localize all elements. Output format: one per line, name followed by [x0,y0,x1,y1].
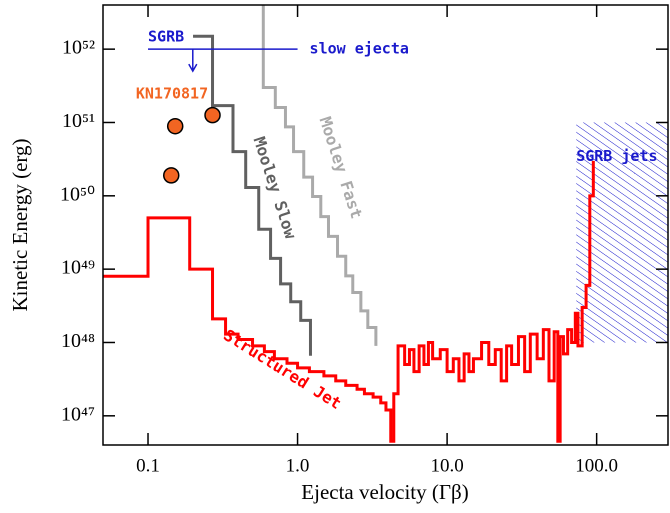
y-tick-label: 10⁴⁷ [61,403,95,425]
series-label: SGRB [148,28,184,46]
data-point [204,106,221,124]
y-axis-label: Kinetic Energy (erg) [8,138,32,311]
step-line [261,5,378,346]
series-label: Mooley Fast [316,114,367,221]
y-tick-label: 10⁴⁸ [61,330,95,352]
region-label: SGRB jets [576,147,657,165]
data-point [166,117,184,135]
axes-frame [102,4,669,446]
y-tick-label: 10⁵¹ [62,110,95,132]
x-tick-label: 10.0 [430,455,463,476]
x-tick-label: 0.1 [136,455,160,476]
y-tick-label: 10⁵² [62,37,95,59]
x-axis-label: Ejecta velocity (Γβ) [301,480,468,504]
data-point [162,167,180,184]
step-line [193,34,312,356]
y-tick-label: 10⁴⁹ [61,257,95,279]
y-tick-label: 10⁵⁰ [60,183,95,205]
x-tick-label: 1.0 [286,455,310,476]
step-line [103,160,595,443]
plot-area [103,5,668,443]
limit-arrow [188,49,198,73]
hatched-region [576,122,668,343]
series-label: Structured Jet [220,325,344,413]
annotation: slow ejecta [310,40,409,58]
series-label: KN170817 [136,85,208,103]
x-tick-label: 100.0 [575,455,618,476]
